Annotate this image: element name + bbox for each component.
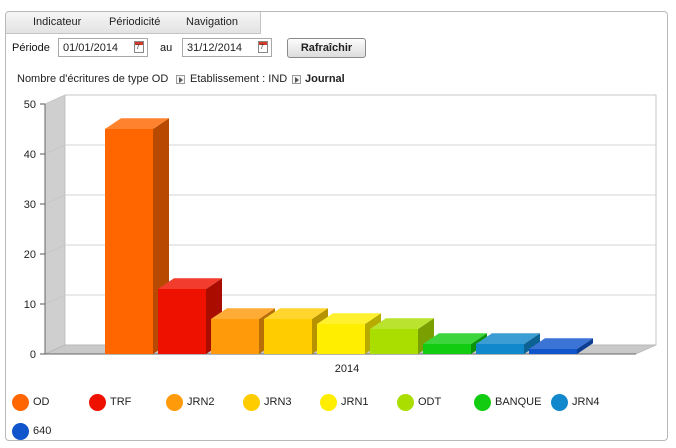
menu-periodicite[interactable]: Périodicité: [109, 16, 161, 28]
legend-swatch: [320, 394, 337, 411]
legend-swatch: [89, 394, 106, 411]
date-to-field[interactable]: 31/12/2014 7: [182, 38, 272, 57]
breadcrumb-arrow-icon: [292, 75, 301, 84]
breadcrumb-journal: Journal: [305, 73, 345, 85]
legend-swatch: [12, 423, 29, 440]
legend-label: JRN2: [187, 396, 215, 408]
legend-label: ODT: [418, 396, 442, 408]
legend-swatch: [12, 394, 29, 411]
menu-indicateur[interactable]: Indicateur: [33, 16, 82, 28]
date-from-value: 01/01/2014: [63, 42, 119, 54]
legend-label: BANQUE: [495, 396, 542, 408]
legend-label: JRN4: [572, 396, 600, 408]
date-from-field[interactable]: 01/01/2014 7: [58, 38, 148, 57]
legend-swatch: [243, 394, 260, 411]
menu-bar: Indicateur Périodicité Navigation: [6, 12, 261, 34]
breadcrumb-establishment[interactable]: Etablissement : IND: [190, 73, 288, 85]
legend-swatch: [474, 394, 491, 411]
legend-label: 640: [33, 425, 52, 437]
refresh-button[interactable]: Rafraîchir: [287, 38, 366, 58]
menu-navigation[interactable]: Navigation: [186, 16, 238, 28]
legend-swatch: [166, 394, 183, 411]
legend-label: TRF: [110, 396, 132, 408]
legend-label: JRN3: [264, 396, 292, 408]
breadcrumb-arrow-icon: [176, 75, 185, 84]
date-to-value: 31/12/2014: [187, 42, 243, 54]
period-label: Période: [12, 42, 50, 54]
calendar-icon[interactable]: 7: [258, 41, 268, 53]
legend-label: OD: [33, 396, 50, 408]
legend-swatch: [397, 394, 414, 411]
legend-swatch: [551, 394, 568, 411]
breadcrumb-indicator[interactable]: Nombre d'écritures de type OD: [17, 73, 169, 85]
legend-label: JRN1: [341, 396, 369, 408]
period-separator: au: [160, 42, 173, 54]
calendar-icon[interactable]: 7: [134, 41, 144, 53]
